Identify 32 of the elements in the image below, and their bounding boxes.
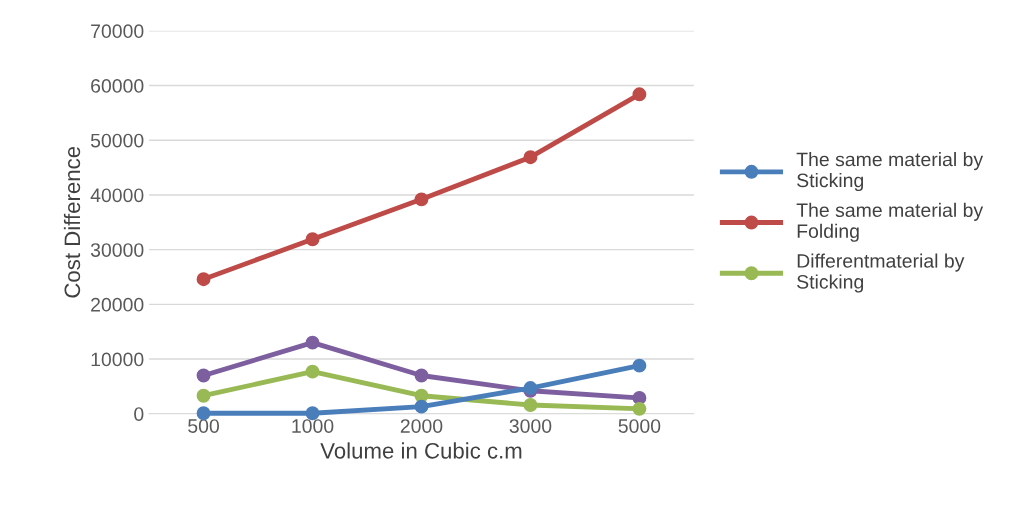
y-tick-label: 50000: [90, 133, 144, 148]
y-tick-label: 20000: [91, 297, 144, 312]
point: [305, 364, 320, 379]
x-tick-label: 500: [188, 419, 220, 433]
y-axis-title: Cost Difference: [63, 146, 81, 298]
point: [414, 192, 429, 207]
legend-label: The same material by Sticking: [796, 152, 984, 192]
legend-label: The same material by Folding: [796, 202, 984, 242]
x-axis-title: Volume in Cubic c.m: [320, 442, 522, 459]
point: [632, 87, 647, 102]
y-tick-label: 40000: [90, 188, 144, 203]
x-tick-label: 5000: [618, 419, 661, 433]
point: [523, 398, 538, 412]
point: [196, 388, 211, 403]
y-tick-label: 0: [134, 407, 144, 422]
point: [305, 335, 320, 350]
point: [632, 401, 647, 416]
point: [632, 358, 647, 373]
x-tick-label: 3000: [509, 419, 552, 433]
point: [523, 150, 538, 165]
y-tick-label: 10000: [91, 352, 144, 367]
y-tick-label: 70000: [91, 24, 144, 39]
legend-label: Differentmaterial by Sticking: [797, 253, 965, 293]
y-tick-label: 30000: [90, 243, 144, 257]
point: [196, 272, 211, 287]
x-tick-label: 2000: [400, 419, 443, 433]
point: [414, 399, 429, 414]
point: [196, 368, 211, 383]
point: [305, 232, 320, 247]
x-tick-label: 1000: [292, 419, 334, 433]
point: [414, 368, 429, 383]
y-tick-label: 60000: [91, 79, 144, 93]
